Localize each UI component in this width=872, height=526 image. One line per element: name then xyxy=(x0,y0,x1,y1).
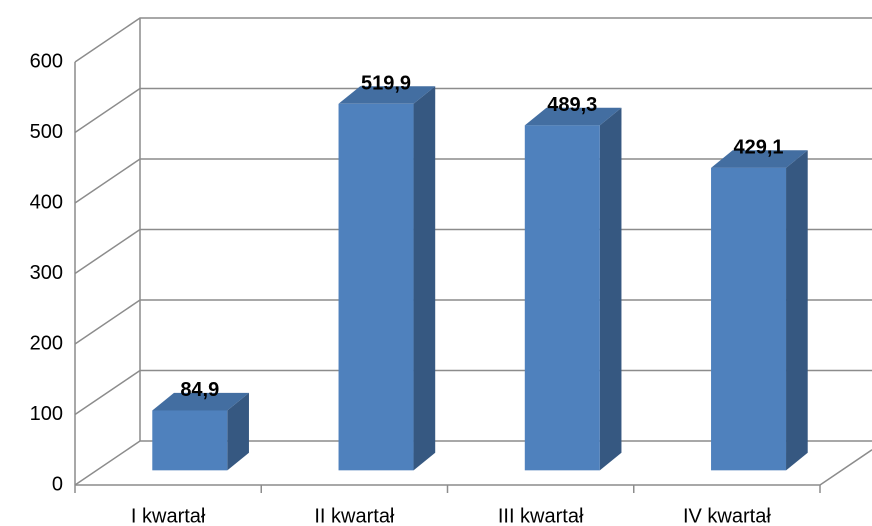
data-label: 429,1 xyxy=(734,136,784,158)
bar xyxy=(524,125,600,471)
y-tick-label: 0 xyxy=(52,473,63,495)
bar-top xyxy=(152,392,249,411)
bar-side xyxy=(413,86,436,471)
data-label: 84,9 xyxy=(180,379,219,401)
bar xyxy=(338,103,414,471)
y-tick-label: 200 xyxy=(30,332,63,354)
bar xyxy=(711,167,787,471)
grid-line xyxy=(74,87,872,134)
data-label: 519,9 xyxy=(361,72,411,94)
grid-line xyxy=(74,299,872,345)
data-label: 489,3 xyxy=(547,94,597,116)
y-tick-label: 400 xyxy=(30,191,63,213)
y-tick-label: 100 xyxy=(30,403,63,425)
grid-line xyxy=(74,369,872,416)
bar xyxy=(152,410,228,471)
grid-line xyxy=(74,17,872,63)
grid-line xyxy=(74,440,872,486)
bar-top xyxy=(338,86,436,104)
bar-side xyxy=(227,392,249,471)
bar-top xyxy=(711,150,808,168)
y-tick-label: 300 xyxy=(30,262,63,284)
bar-side xyxy=(786,150,808,471)
x-tick-label: II kwartał xyxy=(314,505,395,526)
y-tick-label: 600 xyxy=(30,50,63,72)
grid-line xyxy=(74,158,872,204)
x-tick-label: IV kwartał xyxy=(683,505,771,526)
grid-line xyxy=(74,228,872,275)
x-tick-label: III kwartał xyxy=(498,505,584,526)
bar-side xyxy=(599,107,622,471)
y-tick-label: 500 xyxy=(30,121,63,143)
bar-top xyxy=(524,107,622,126)
x-tick-label: I kwartał xyxy=(131,505,206,526)
